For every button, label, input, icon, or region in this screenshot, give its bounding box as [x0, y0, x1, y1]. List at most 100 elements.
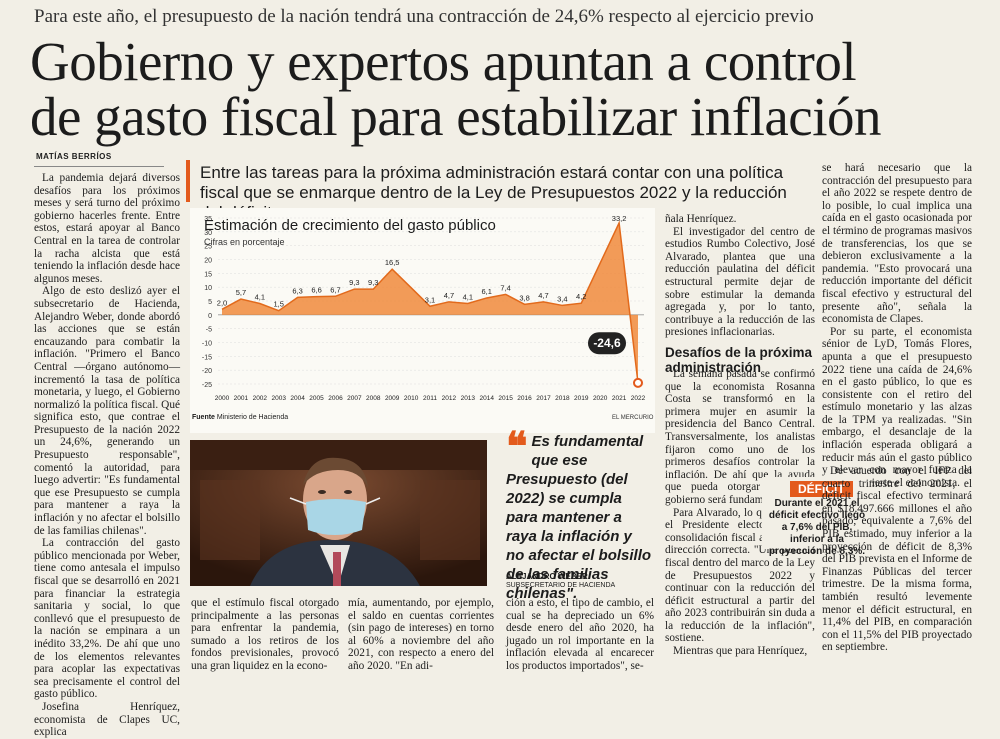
data-label: 6,3	[292, 286, 302, 295]
data-label: 7,4	[500, 283, 510, 292]
data-label: 6,7	[330, 285, 340, 294]
chart-svg: 35302520151050-5-10-15-20-2520002,020015…	[202, 214, 646, 402]
kicker: Para este año, el presupuesto de la naci…	[34, 6, 814, 27]
x-tick-label: 2009	[385, 395, 400, 402]
chart-source: Fuente Ministerio de Hacienda	[192, 414, 288, 421]
x-tick-label: 2022	[631, 395, 646, 402]
data-label: 33,2	[612, 214, 627, 223]
paragraph: El investigador del centro de estudios R…	[665, 225, 815, 339]
y-tick-label: 20	[204, 258, 212, 265]
quote-mark-icon: ❝	[506, 424, 528, 469]
data-label: 9,3	[368, 278, 378, 287]
y-tick-label: -20	[202, 368, 212, 375]
y-tick-label: 5	[208, 299, 212, 306]
y-tick-label: 35	[204, 216, 212, 223]
headline: Gobierno y expertos apuntan a control de…	[30, 34, 980, 144]
column-5-continued: La semana pasada se confirmó que la econ…	[665, 368, 815, 658]
y-tick-label: 10	[204, 285, 212, 292]
x-tick-label: 2020	[593, 395, 608, 402]
data-label: 6,1	[482, 287, 492, 296]
x-tick-label: 2011	[423, 395, 437, 402]
quote-author-role: SUBSECRETARIO DE HACIENDA	[506, 582, 616, 589]
y-tick-label: 30	[204, 230, 212, 237]
paragraph: Algo de esto deslizó ayer el subsecretar…	[34, 285, 180, 537]
x-tick-label: 2018	[555, 395, 570, 402]
highlight-bubble	[588, 332, 626, 355]
x-tick-label: 2010	[404, 395, 419, 402]
x-tick-label: 2015	[498, 395, 513, 402]
photo-alejandro-weber	[190, 440, 487, 586]
line-series	[221, 220, 639, 383]
quote-author: ALEJANDRO WEBER	[506, 572, 588, 581]
paragraph: Mientras que para Henríquez,	[673, 645, 808, 658]
data-label: 4,1	[255, 292, 265, 301]
portrait-illustration	[190, 440, 487, 586]
subheading: Desafíos de la próxima administración	[665, 344, 813, 375]
data-label: 3,8	[519, 293, 529, 302]
data-label: 9,3	[349, 278, 359, 287]
x-tick-label: 2008	[366, 395, 381, 402]
paragraph: ción a esto, el tipo de cambio, el cual …	[506, 597, 654, 672]
column-3: mía, aumentando, por ejemplo, el saldo e…	[348, 597, 494, 673]
headline-line-2: de gasto fiscal para estabilizar inflaci…	[30, 86, 881, 147]
paragraph: De acuerdo con el IFP del cuarto trimest…	[822, 465, 972, 654]
x-tick-label: 2002	[253, 395, 268, 402]
data-label: 4,1	[463, 292, 473, 301]
x-tick-label: 2021	[612, 395, 627, 402]
y-tick-label: -25	[202, 382, 212, 389]
pull-quote: ❝ Es fundamental que ese Presupuesto (de…	[506, 424, 654, 603]
y-tick-label: 15	[204, 271, 212, 278]
paragraph: La pandemia dejará diversos desafíos par…	[34, 172, 180, 285]
highlight-point	[633, 377, 643, 388]
x-tick-label: 2017	[536, 395, 551, 402]
y-tick-label: -10	[202, 341, 212, 348]
deck-accent-bar	[186, 160, 190, 202]
column-4: ción a esto, el tipo de cambio, el cual …	[506, 597, 654, 673]
x-tick-label: 2014	[479, 395, 494, 402]
column-5: ñala Henríquez. El investigador del cent…	[665, 213, 815, 379]
data-label: 6,6	[311, 286, 321, 295]
x-tick-label: 2005	[309, 395, 324, 402]
x-tick-label: 2000	[215, 395, 230, 402]
chart-source-text: Ministerio de Hacienda	[216, 414, 289, 421]
data-label: 4,7	[538, 291, 548, 300]
paragraph: se hará necesario que la contracción del…	[822, 162, 972, 326]
paragraph: Josefina Henríquez, economista de Clapes…	[34, 700, 180, 739]
y-tick-label: -5	[206, 327, 212, 334]
y-tick-label: 25	[204, 244, 212, 251]
data-label: 1,5	[274, 300, 284, 309]
paragraph: ñala Henríquez.	[665, 213, 737, 225]
chart-title: Estimación de crecimiento del gasto públ…	[204, 217, 496, 234]
column-6: se hará necesario que la contracción del…	[822, 162, 972, 489]
data-label: 5,7	[236, 288, 246, 297]
byline: MATÍAS BERRÍOS	[36, 152, 112, 161]
deficit-label: DÉFICIT	[790, 481, 853, 497]
y-tick-label: -15	[202, 354, 212, 361]
x-tick-label: 2003	[271, 395, 286, 402]
x-tick-label: 2007	[347, 395, 362, 402]
x-tick-label: 2013	[461, 395, 476, 402]
data-label: 2,0	[217, 298, 227, 307]
column-1: La pandemia dejará diversos desafíos par…	[34, 172, 180, 739]
chart-source-label: Fuente	[192, 414, 215, 421]
paragraph: Por su parte, el economista sénior de Ly…	[822, 325, 972, 489]
highlight-label: -24,6	[593, 336, 621, 350]
chart-subtitle: Cifras en porcentaje	[204, 237, 285, 247]
area-series	[222, 222, 638, 383]
x-tick-label: 2004	[290, 395, 305, 402]
byline-rule	[34, 166, 164, 167]
x-tick-label: 2019	[574, 395, 589, 402]
y-tick-label: 0	[208, 313, 212, 320]
quote-text: Es fundamental que ese Presupuesto (del …	[506, 433, 652, 602]
deficit-text: Durante el 2021 el déficit efectivo lleg…	[768, 498, 866, 557]
data-label: 4,2	[576, 292, 586, 301]
data-label: 4,7	[444, 291, 454, 300]
paragraph: La contracción del gasto público mencion…	[34, 537, 180, 701]
data-label: 16,5	[385, 258, 400, 267]
data-label: 3,4	[557, 294, 567, 303]
column-6-continued: De acuerdo con el IFP del cuarto trimest…	[822, 465, 972, 654]
x-tick-label: 2001	[234, 395, 249, 402]
column-2: que el estímulo fiscal otorgado principa…	[191, 597, 339, 673]
x-tick-label: 2016	[517, 395, 532, 402]
chart-brand: EL MERCURIO	[612, 415, 654, 421]
